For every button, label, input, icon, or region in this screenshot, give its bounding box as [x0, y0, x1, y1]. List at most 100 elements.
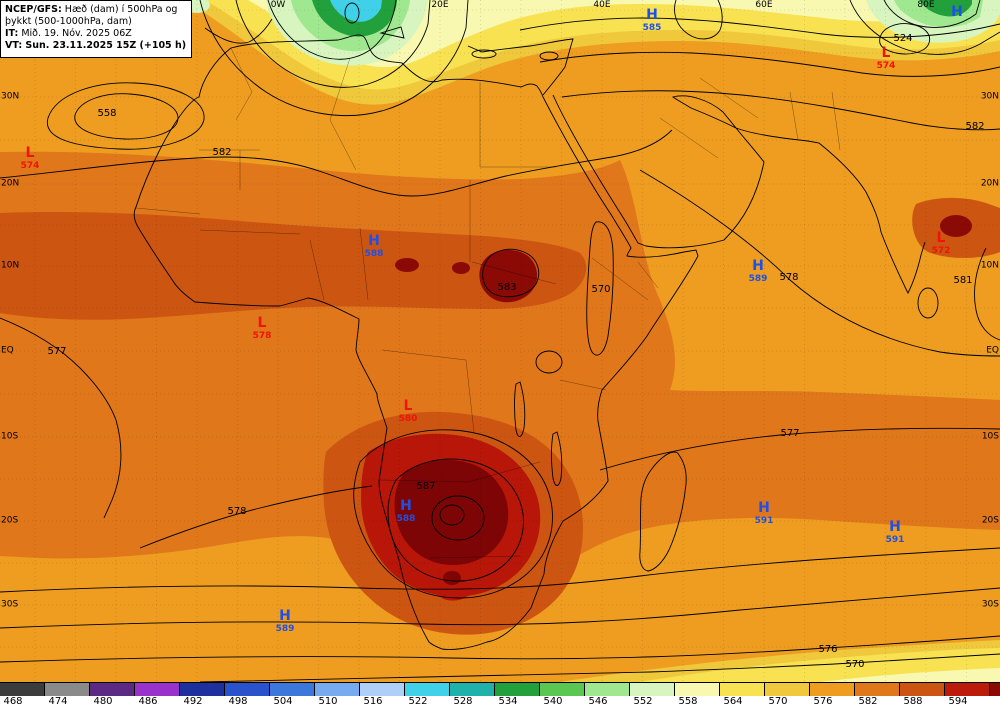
product-name: NCEP/GFS:: [5, 4, 62, 15]
contour-label: 581: [953, 275, 973, 286]
title-line-1-rest: Hæð (dam) í 500hPa og: [61, 4, 178, 15]
colorbar-cell: [540, 683, 585, 696]
colorbar-tick-label: 468: [3, 696, 23, 707]
colorbar-tick-label: 474: [48, 696, 68, 707]
pressure-center: L 572: [932, 231, 951, 256]
pressure-center: H 589: [276, 609, 295, 634]
colorbar-cell: [585, 683, 630, 696]
colorbar-tick-label: 522: [408, 696, 428, 707]
latitude-label: 30S: [981, 599, 999, 610]
latitude-label: 20S: [1, 515, 19, 526]
pressure-center-value: 589: [275, 624, 295, 634]
contour-label: 558: [97, 108, 117, 119]
colorbar-tick-label: 594: [948, 696, 968, 707]
colorbar-cell: [675, 683, 720, 696]
colorbar-cell: [90, 683, 135, 696]
latitude-label: EQ: [1, 345, 14, 356]
title-line-1: NCEP/GFS: Hæð (dam) í 500hPa og: [5, 4, 187, 16]
colorbar-tick-label: 528: [453, 696, 473, 707]
pressure-center: L 578: [253, 316, 272, 341]
pressure-center: H 591: [886, 520, 905, 545]
colorbar-cell: [945, 683, 990, 696]
title-box: NCEP/GFS: Hæð (dam) í 500hPa og þykkt (5…: [0, 0, 192, 58]
pressure-center: H 591: [755, 501, 774, 526]
pressure-center-symbol: L: [257, 315, 267, 331]
valid-time-label: VT:: [5, 39, 23, 51]
colorbar-tick-label: 588: [903, 696, 923, 707]
colorbar-tick-label: 582: [858, 696, 878, 707]
contour-label: 577: [47, 346, 67, 357]
contour-label: 576: [818, 644, 838, 655]
colorbar-tick-label: 516: [363, 696, 383, 707]
pressure-center-value: 572: [931, 246, 951, 256]
pressure-center: H 585: [643, 8, 662, 33]
map-svg: [0, 0, 1000, 682]
contour-label: 570: [845, 659, 865, 670]
pressure-center-value: 585: [642, 23, 662, 33]
colorbar-cell: [360, 683, 405, 696]
valid-time-line: VT: Sun. 23.11.2025 15Z (+105 h): [5, 40, 187, 52]
pressure-center-symbol: L: [881, 45, 891, 61]
colorbar-tick-label: 492: [183, 696, 203, 707]
colorbar-tick-label: 570: [768, 696, 788, 707]
pressure-center: H: [951, 5, 963, 21]
map-canvas: 558 582 524 582 583 570 578 581 577 577 587 578 576 5…: [0, 0, 1000, 682]
latitude-label: 10N: [980, 260, 999, 271]
colorbar-tick-label: 498: [228, 696, 248, 707]
coastline-layer: [133, 0, 939, 650]
contour-label: 583: [497, 282, 517, 293]
colorbar-cell: [495, 683, 540, 696]
colorbar-tick-label: 552: [633, 696, 653, 707]
colorbar-cell: [765, 683, 810, 696]
colorbar-cell: [135, 683, 180, 696]
colorbar-cell: [450, 683, 495, 696]
colorbar-cell: [720, 683, 765, 696]
colorbar-tick-label: 534: [498, 696, 518, 707]
pressure-center-symbol: H: [752, 258, 764, 274]
colorbar: 468 474 480 486 492 498 504 510 516 522 528 534 540 5…: [0, 682, 1000, 709]
pressure-center-symbol: L: [403, 398, 413, 414]
pressure-center-symbol: H: [368, 233, 380, 249]
height-contour-layer: [0, 0, 1000, 682]
colorbar-tick-label: 564: [723, 696, 743, 707]
pressure-center-value: 588: [396, 514, 416, 524]
latitude-label: 20N: [1, 178, 20, 189]
pressure-center-value: 574: [20, 161, 40, 171]
pressure-center-symbol: L: [25, 145, 35, 161]
contour-label: 524: [893, 33, 913, 44]
longitude-label: 0W: [270, 0, 286, 10]
latitude-label: EQ: [986, 345, 999, 356]
contour-label: 582: [965, 121, 985, 132]
pressure-center-value: 591: [754, 516, 774, 526]
pressure-center-value: 574: [876, 61, 896, 71]
contour-label: 577: [780, 428, 800, 439]
latitude-label: 10S: [1, 431, 19, 442]
contour-label: 578: [779, 272, 799, 283]
pressure-center-value: 580: [398, 414, 418, 424]
colorbar-cell: [315, 683, 360, 696]
latitude-label: 20N: [980, 178, 999, 189]
colorbar-cell: [810, 683, 855, 696]
init-time-value: Mið. 19. Nóv. 2025 06Z: [18, 27, 132, 39]
pressure-center: L 580: [399, 399, 418, 424]
colorbar-tick-label: 576: [813, 696, 833, 707]
pressure-center-value: 589: [748, 274, 768, 284]
colorbar-tick-label: 486: [138, 696, 158, 707]
longitude-label: 20E: [431, 0, 449, 10]
pressure-center-symbol: H: [646, 7, 658, 23]
init-time-line: IT: Mið. 19. Nóv. 2025 06Z: [5, 28, 187, 40]
pressure-center-value: 591: [885, 535, 905, 545]
thickness-fill-layer: [0, 0, 1000, 682]
colorbar-tick-label: 510: [318, 696, 338, 707]
init-time-label: IT:: [5, 27, 19, 39]
pressure-center-symbol: H: [400, 498, 412, 514]
latitude-label: 10N: [1, 260, 20, 271]
contour-label: 582: [212, 147, 232, 158]
latitude-label: 30N: [980, 91, 999, 102]
colorbar-cell: [225, 683, 270, 696]
colorbar-tick-label: 504: [273, 696, 293, 707]
pressure-center-symbol: H: [951, 4, 963, 20]
latitude-label: 20S: [981, 515, 999, 526]
colorbar-cell: [405, 683, 450, 696]
contour-label: 570: [591, 284, 611, 295]
